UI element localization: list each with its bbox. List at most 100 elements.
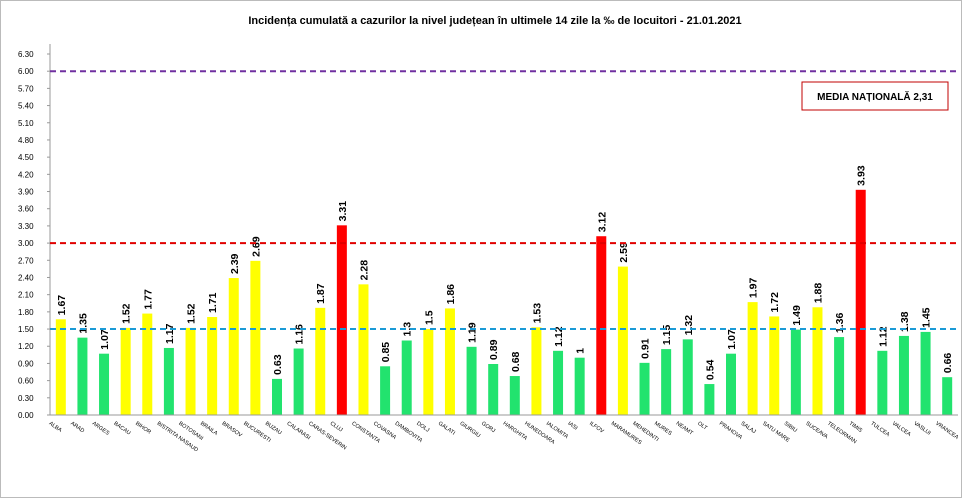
bar: [380, 366, 391, 415]
y-tick-label: 1.80: [18, 308, 34, 317]
chart-title: Incidența cumulată a cazurilor la nivel …: [248, 15, 741, 27]
bar: [574, 357, 585, 415]
value-label: 1.35: [77, 313, 89, 334]
y-tick-label: 4.50: [18, 153, 34, 162]
y-tick-label: 4.20: [18, 170, 34, 179]
value-label: 1.97: [748, 278, 760, 299]
value-label: 0.68: [510, 351, 522, 372]
value-label: 2.59: [618, 242, 630, 263]
bar: [661, 349, 672, 415]
bar: [272, 378, 282, 415]
bar: [682, 339, 693, 415]
bar: [315, 307, 326, 415]
bar: [704, 384, 715, 415]
y-tick-label: 3.90: [18, 188, 34, 197]
bar: [423, 329, 434, 415]
y-tick-label: 1.50: [18, 325, 34, 334]
bar: [185, 327, 196, 415]
bar: [509, 376, 520, 415]
value-label: 1.67: [56, 295, 68, 316]
value-label: 1.07: [726, 329, 738, 350]
bar: [747, 302, 758, 415]
bar: [726, 353, 736, 415]
value-label: 1.45: [921, 307, 933, 328]
y-tick-label: 3.60: [18, 205, 34, 214]
value-label: 0.54: [704, 359, 716, 380]
bar: [531, 327, 542, 415]
bar: [77, 337, 88, 415]
bar: [293, 348, 304, 415]
value-label: 1.12: [877, 326, 889, 347]
bar: [920, 331, 931, 415]
value-label: 0.91: [640, 338, 652, 359]
value-label: 1.38: [899, 311, 911, 332]
bar: [336, 225, 347, 415]
y-tick-label: 6.00: [18, 67, 34, 76]
value-label: 3.93: [856, 165, 868, 186]
y-tick-label: 0.00: [18, 411, 34, 420]
bar: [99, 353, 110, 415]
y-tick-label: 1.20: [18, 342, 34, 351]
bar: [401, 340, 412, 415]
value-label: 0.85: [380, 342, 392, 363]
y-tick-label: 3.00: [18, 239, 34, 248]
bar: [877, 350, 888, 415]
x-tick-label: IASI: [567, 421, 579, 432]
value-label: 1.5: [423, 310, 435, 325]
value-label: 1.77: [142, 289, 154, 310]
value-label: 2.69: [250, 236, 262, 257]
y-tick-label: 2.10: [18, 291, 34, 300]
y-tick-label: 6.30: [18, 50, 34, 59]
bar: [358, 284, 369, 415]
y-tick-label: 2.70: [18, 256, 34, 265]
value-label: 1.88: [812, 283, 824, 304]
bar: [596, 236, 607, 415]
bar: [488, 364, 499, 415]
y-tick-label: 3.30: [18, 222, 34, 231]
value-label: 1.07: [99, 329, 111, 350]
value-label: 1.87: [315, 283, 327, 304]
value-label: 2.39: [229, 253, 241, 274]
y-tick-label: 5.10: [18, 119, 34, 128]
value-label: 0.66: [942, 353, 954, 374]
bar: [142, 313, 153, 415]
value-label: 0.89: [488, 339, 500, 360]
value-label: 1.36: [834, 312, 846, 333]
annotation-box: [801, 81, 949, 111]
x-tick-label: OLT: [696, 421, 708, 432]
value-label: 1.17: [164, 323, 176, 344]
value-label: 1.32: [683, 315, 695, 336]
value-label: 1.53: [531, 303, 543, 324]
bar: [553, 350, 564, 415]
bar: [444, 308, 455, 415]
bar: [228, 278, 239, 415]
y-tick-label: 2.40: [18, 273, 34, 282]
bar: [855, 189, 866, 415]
bar: [898, 335, 909, 415]
value-label: 1.52: [121, 303, 133, 324]
value-label: 1.16: [294, 324, 306, 345]
value-label: 1.52: [186, 303, 198, 324]
value-label: 1.72: [769, 292, 781, 313]
value-label: 3.31: [337, 201, 349, 222]
value-label: 1.19: [467, 322, 479, 343]
bar: [250, 260, 261, 415]
bar: [942, 377, 953, 415]
y-tick-label: 5.40: [18, 102, 34, 111]
annotation: MEDIA NAȚIONALĂ 2,31: [817, 90, 933, 103]
value-label: 1.12: [553, 326, 565, 347]
value-label: 3.12: [596, 212, 608, 233]
bar: [55, 319, 66, 415]
y-tick-label: 0.90: [18, 359, 34, 368]
bar: [834, 337, 845, 415]
y-tick-label: 4.80: [18, 136, 34, 145]
y-tick-label: 0.60: [18, 377, 34, 386]
bar: [120, 327, 131, 415]
value-label: 1.86: [445, 284, 457, 305]
value-label: 1.3: [402, 322, 414, 337]
value-label: 1.49: [791, 305, 803, 326]
y-tick-label: 5.70: [18, 84, 34, 93]
y-tick-label: 0.30: [18, 394, 34, 403]
bar: [812, 307, 823, 415]
value-label: 1: [575, 348, 587, 354]
